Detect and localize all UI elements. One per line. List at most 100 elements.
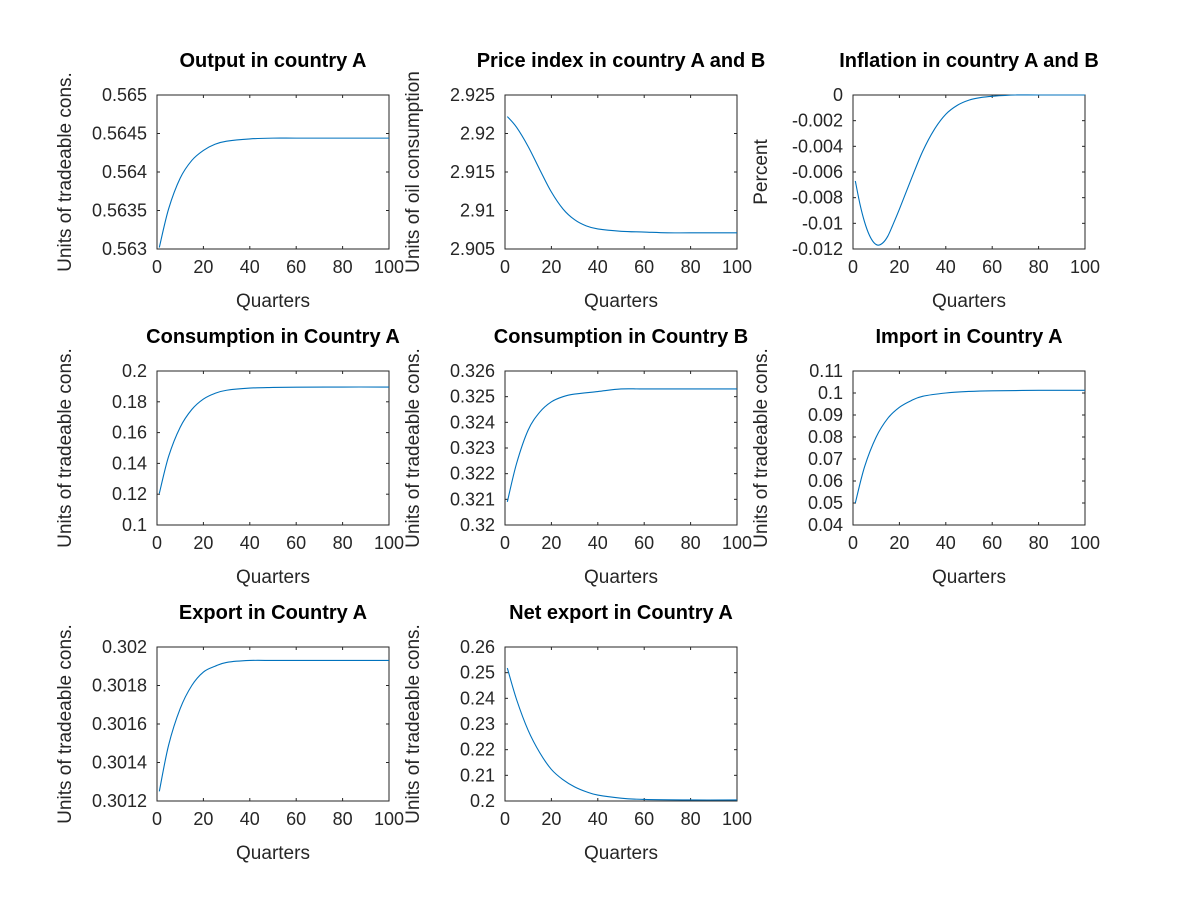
y-tick-label: 0.32 bbox=[460, 515, 495, 535]
x-tick-label: 80 bbox=[333, 809, 353, 829]
plot-area bbox=[852, 94, 1086, 250]
y-tick-label: -0.004 bbox=[792, 136, 843, 156]
plot-area bbox=[156, 370, 390, 526]
x-tick-label: 40 bbox=[936, 533, 956, 553]
x-axis-label: Quarters bbox=[584, 567, 658, 588]
subplot-5: Consumption in Country B 0 20 40 60 80 100 0.32… bbox=[403, 326, 752, 588]
x-tick-label: 20 bbox=[193, 533, 213, 553]
chart-title: Output in country A bbox=[179, 50, 366, 72]
x-tick-label: 40 bbox=[936, 257, 956, 277]
x-tick-label: 40 bbox=[588, 809, 608, 829]
y-axis-label: Units of tradeable cons. bbox=[55, 348, 76, 548]
y-tick-label: 0.5645 bbox=[92, 124, 147, 144]
y-tick-label: 0.322 bbox=[450, 464, 495, 484]
x-tick-label: 60 bbox=[634, 809, 654, 829]
x-tick-label: 80 bbox=[681, 533, 701, 553]
y-tick-label: 0.09 bbox=[808, 405, 843, 425]
chart-title: Consumption in Country B bbox=[494, 326, 748, 348]
y-tick-label: 0.07 bbox=[808, 449, 843, 469]
x-tick-label: 20 bbox=[193, 809, 213, 829]
y-tick-label: 0.14 bbox=[112, 453, 147, 473]
x-axis-label: Quarters bbox=[236, 843, 310, 864]
x-tick-label: 60 bbox=[634, 533, 654, 553]
x-tick-label: 60 bbox=[982, 533, 1002, 553]
y-tick-label: 0.12 bbox=[112, 484, 147, 504]
y-tick-label: 0.325 bbox=[450, 387, 495, 407]
x-tick-label: 100 bbox=[722, 257, 752, 277]
y-tick-label: 0.06 bbox=[808, 471, 843, 491]
y-tick-label: 0.2 bbox=[122, 361, 147, 381]
x-tick-label: 40 bbox=[588, 257, 608, 277]
y-tick-label: 0.22 bbox=[460, 740, 495, 760]
subplot-3: Inflation in country A and B 0 20 40 60 80 100… bbox=[751, 50, 1100, 312]
x-axis-label: Quarters bbox=[584, 843, 658, 864]
series-line-1 bbox=[854, 94, 1085, 246]
chart-title: Export in Country A bbox=[179, 602, 367, 624]
series-line-1 bbox=[854, 389, 1086, 504]
y-tick-label: 0.323 bbox=[450, 438, 495, 458]
series-line-1 bbox=[506, 388, 737, 503]
y-tick-label: 0.565 bbox=[102, 85, 147, 105]
y-tick-label: 0.2 bbox=[470, 791, 495, 811]
x-tick-label: 0 bbox=[500, 257, 510, 277]
y-tick-label: -0.002 bbox=[792, 111, 843, 131]
x-axis-label: Quarters bbox=[584, 291, 658, 312]
y-tick-label: 2.915 bbox=[450, 162, 495, 182]
y-tick-label: 2.92 bbox=[460, 124, 495, 144]
y-tick-label: 0.302 bbox=[102, 637, 147, 657]
x-tick-label: 80 bbox=[1029, 257, 1049, 277]
x-tick-label: 100 bbox=[374, 533, 404, 553]
chart-title: Import in Country A bbox=[875, 326, 1062, 348]
x-tick-label: 80 bbox=[681, 257, 701, 277]
y-tick-label: 0.11 bbox=[809, 361, 843, 381]
subplot-8: Net export in Country A 0 20 40 60 80 100 0.2 0.… bbox=[403, 602, 752, 864]
y-tick-label: 0.564 bbox=[102, 162, 147, 182]
x-tick-label: 40 bbox=[588, 533, 608, 553]
y-tick-label: 0.321 bbox=[450, 489, 495, 509]
x-axis-label: Quarters bbox=[236, 291, 310, 312]
y-tick-label: 0.05 bbox=[808, 493, 843, 513]
chart-title: Net export in Country A bbox=[509, 602, 733, 624]
y-tick-label: 2.905 bbox=[450, 239, 495, 259]
y-tick-label: 0.3018 bbox=[92, 676, 147, 696]
x-tick-label: 20 bbox=[889, 257, 909, 277]
y-axis-label: Units of oil consumption bbox=[403, 71, 424, 273]
y-tick-label: 0.21 bbox=[460, 765, 495, 785]
x-tick-label: 60 bbox=[286, 257, 306, 277]
x-tick-label: 80 bbox=[681, 809, 701, 829]
y-tick-label: 0.3014 bbox=[92, 753, 147, 773]
y-tick-label: 2.925 bbox=[450, 85, 495, 105]
subplot-7: Export in Country A 0 20 40 60 80 100 0.3012 0.3… bbox=[55, 602, 404, 864]
x-tick-label: 60 bbox=[982, 257, 1002, 277]
y-tick-label: 0.08 bbox=[808, 427, 843, 447]
y-tick-label: 0.04 bbox=[808, 515, 843, 535]
plot-area bbox=[504, 370, 738, 526]
series-line-1 bbox=[506, 116, 737, 234]
y-tick-label: 0.23 bbox=[460, 714, 495, 734]
series-line-1 bbox=[158, 137, 389, 248]
x-tick-label: 80 bbox=[1029, 533, 1049, 553]
series-line-1 bbox=[506, 667, 738, 801]
y-tick-label: 0.1 bbox=[818, 383, 843, 403]
plot-area bbox=[852, 370, 1086, 526]
x-tick-label: 0 bbox=[152, 533, 162, 553]
y-tick-label: 0.26 bbox=[460, 637, 495, 657]
x-tick-label: 60 bbox=[286, 809, 306, 829]
y-tick-label: 0.5635 bbox=[92, 201, 147, 221]
y-tick-label: -0.012 bbox=[792, 239, 843, 259]
x-axis-label: Quarters bbox=[932, 567, 1006, 588]
y-axis-label: Units of tradeable cons. bbox=[403, 624, 424, 824]
y-tick-label: 0 bbox=[833, 85, 843, 105]
y-tick-label: 0.3012 bbox=[92, 791, 147, 811]
x-axis-label: Quarters bbox=[236, 567, 310, 588]
y-tick-label: 0.324 bbox=[450, 412, 495, 432]
x-tick-label: 100 bbox=[722, 809, 752, 829]
x-tick-label: 100 bbox=[374, 809, 404, 829]
x-tick-label: 100 bbox=[1070, 533, 1100, 553]
x-tick-label: 0 bbox=[500, 809, 510, 829]
y-tick-label: -0.01 bbox=[802, 213, 843, 233]
y-tick-label: 0.24 bbox=[460, 688, 495, 708]
x-tick-label: 100 bbox=[1070, 257, 1100, 277]
y-axis-label: Units of tradeable cons. bbox=[55, 72, 76, 272]
